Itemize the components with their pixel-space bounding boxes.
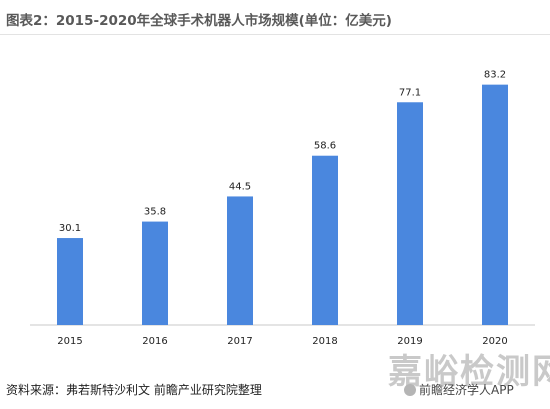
data-label-2017: 44.5 [229,181,251,192]
data-label-2018: 58.6 [314,141,336,152]
bar-2015 [57,238,83,325]
bar-2017 [227,196,253,325]
data-label-2020: 83.2 [484,70,506,81]
data-labels: 30.1 35.8 44.5 58.6 77.1 83.2 [59,70,506,234]
x-tick-label-2018: 2018 [312,336,337,347]
app-logo-icon [404,384,416,396]
chart-title: 图表2：2015-2020年全球手术机器人市场规模(单位：亿美元) [6,13,392,29]
data-label-2016: 35.8 [144,207,166,218]
title-divider [0,34,550,35]
watermark: 嘉峪检测网 [388,352,550,392]
x-tick-label-2019: 2019 [397,336,422,347]
x-axis-tick-labels: 2015 2016 2017 2018 2019 2020 [57,336,507,347]
data-label-2015: 30.1 [59,223,81,234]
bar-2018 [312,155,338,325]
bar-series [57,84,508,326]
app-credit-label: 前瞻经济学人APP [419,383,514,397]
bar-2016 [142,221,168,325]
bar-2019 [397,102,423,326]
source-note: 资料来源：弗若斯特沙利文 前瞻产业研究院整理 [6,383,262,397]
x-tick-label-2020: 2020 [482,336,507,347]
x-tick-label-2016: 2016 [142,336,167,347]
data-label-2019: 77.1 [399,87,421,98]
app-credit: 前瞻经济学人APP [404,381,514,398]
x-tick-label-2015: 2015 [57,336,82,347]
bar-2020 [482,84,508,326]
x-tick-label-2017: 2017 [227,336,252,347]
